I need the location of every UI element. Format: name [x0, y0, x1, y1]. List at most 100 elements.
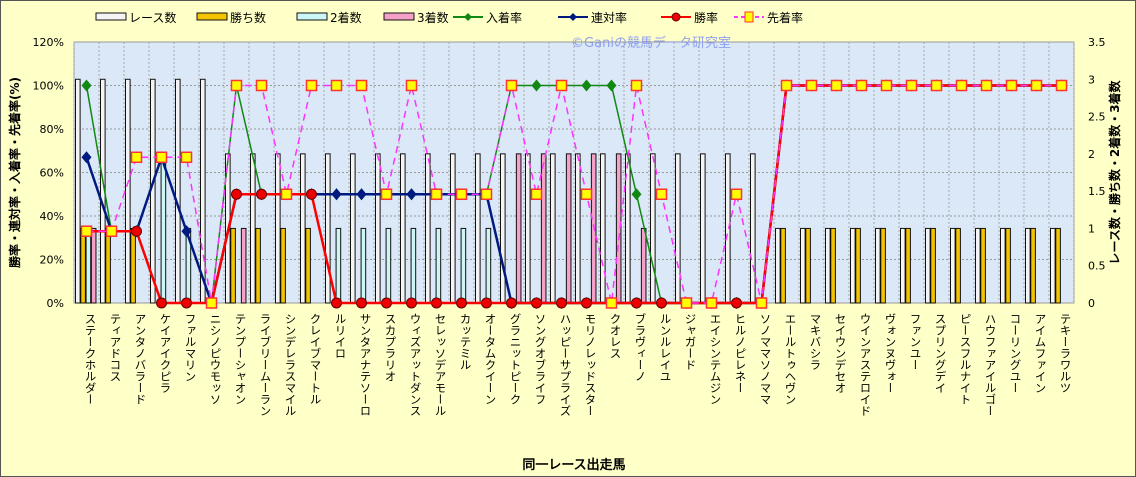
bar-勝ち数	[80, 227, 86, 304]
marker-先着率	[955, 79, 968, 92]
bar-レース数	[825, 227, 831, 304]
x-tick-label: ティアドコス	[109, 313, 123, 382]
y2-tick-label: 1.5	[1088, 185, 1106, 198]
x-tick-label: ケイアイクピラ	[159, 313, 173, 394]
watermark: ©Ganiの競馬データ研究室	[571, 35, 731, 51]
marker-勝率	[506, 297, 517, 309]
marker-先着率	[455, 188, 468, 200]
x-tick-label: ライブリームーラン	[259, 313, 273, 417]
y2-tick-label: 1	[1088, 222, 1095, 235]
bar-レース数	[300, 153, 306, 304]
bar-勝ち数	[280, 227, 286, 304]
marker-先着率	[155, 151, 168, 164]
y-tick-label: 0%	[47, 297, 64, 310]
x-tick-label: セレッソデアモール	[434, 313, 448, 417]
marker-先着率	[580, 188, 593, 200]
bar-レース数	[525, 153, 531, 304]
marker-先着率	[205, 297, 218, 309]
marker-勝率	[656, 297, 667, 309]
x-tick-label: ヴォンヌヴォー	[884, 313, 898, 394]
marker-勝率	[131, 225, 142, 237]
marker-先着率	[555, 79, 568, 92]
marker-入着率	[606, 79, 617, 92]
marker-先着率	[605, 297, 618, 309]
marker-先着率	[880, 79, 893, 92]
y2-tick-label: 2	[1088, 148, 1095, 161]
marker-先着率	[355, 79, 368, 92]
marker-勝率	[631, 297, 642, 309]
marker-勝率	[231, 188, 242, 200]
x-axis-title: 同一レース出走馬	[522, 457, 625, 473]
bar-3着数	[540, 153, 547, 304]
bar-3着数	[640, 227, 647, 304]
bar-レース数	[875, 227, 881, 304]
bar-2着数	[410, 227, 417, 304]
bar-勝ち数	[830, 227, 836, 304]
x-tick-label: テンプーシャオン	[234, 313, 248, 405]
x-tick-label: オータムクイーン	[484, 313, 498, 405]
bar-レース数	[125, 78, 131, 304]
bar-勝ち数	[105, 227, 111, 304]
x-tick-label: シンデレラスマイル	[284, 313, 298, 417]
bar-レース数	[475, 153, 481, 304]
marker-勝率	[306, 188, 317, 200]
marker-先着率	[80, 225, 93, 237]
y2-tick-label: 2.5	[1088, 111, 1106, 124]
bar-勝ち数	[230, 227, 236, 304]
legend-marker	[464, 13, 472, 21]
x-tick-label: アンタノバラード	[134, 313, 148, 405]
legend-marker	[744, 11, 754, 23]
marker-先着率	[230, 79, 243, 92]
x-tick-label: ファルマリン	[184, 313, 198, 382]
marker-先着率	[1030, 79, 1043, 92]
bar-レース数	[175, 78, 181, 304]
marker-連対率	[356, 188, 367, 201]
marker-先着率	[855, 79, 868, 92]
x-tick-label: スプリングデイ	[934, 313, 948, 394]
marker-勝率	[531, 297, 542, 309]
marker-先着率	[780, 79, 793, 92]
bar-2着数	[335, 227, 342, 304]
x-tick-label: ヒルノピレネー	[734, 313, 748, 394]
x-tick-label: ルンルレイユ	[659, 313, 673, 382]
marker-連対率	[81, 151, 92, 164]
bar-レース数	[500, 153, 506, 304]
x-tick-label: スカプラリオ	[384, 313, 398, 382]
marker-先着率	[530, 188, 543, 200]
y2-tick-label: 0	[1088, 297, 1095, 310]
marker-先着率	[505, 79, 518, 92]
bar-レース数	[975, 227, 981, 304]
bar-3着数	[240, 227, 247, 304]
bar-レース数	[700, 153, 706, 304]
legend-swatch	[296, 12, 328, 21]
marker-勝率	[731, 297, 742, 309]
marker-入着率	[81, 79, 92, 92]
bar-勝ち数	[955, 227, 961, 304]
bar-レース数	[200, 78, 206, 304]
bar-レース数	[800, 227, 806, 304]
bar-勝ち数	[855, 227, 861, 304]
legend-label: 先着率	[767, 10, 803, 25]
x-tick-label: ウィズアットダンス	[409, 313, 423, 417]
x-tick-label: ブラヴィーノ	[634, 312, 648, 382]
x-tick-label: ルリイロ	[334, 313, 348, 359]
x-tick-label: ソングオブライフ	[534, 313, 548, 405]
legend-label: 2着数	[330, 10, 362, 25]
bar-レース数	[675, 153, 681, 304]
y-tick-label: 20%	[40, 254, 64, 267]
marker-先着率	[1005, 79, 1018, 92]
marker-先着率	[755, 297, 768, 309]
bar-2着数	[360, 227, 367, 304]
marker-先着率	[330, 79, 343, 92]
marker-先着率	[180, 151, 193, 164]
x-tick-label: ファンユー	[909, 313, 923, 371]
marker-先着率	[480, 188, 493, 200]
marker-先着率	[705, 297, 718, 309]
marker-先着率	[930, 79, 943, 92]
x-tick-label: ジャガード	[684, 313, 698, 371]
bar-2着数	[385, 227, 392, 304]
marker-勝率	[256, 188, 267, 200]
x-tick-label: エールトゥヘヴン	[784, 313, 798, 405]
bar-勝ち数	[1030, 227, 1036, 304]
